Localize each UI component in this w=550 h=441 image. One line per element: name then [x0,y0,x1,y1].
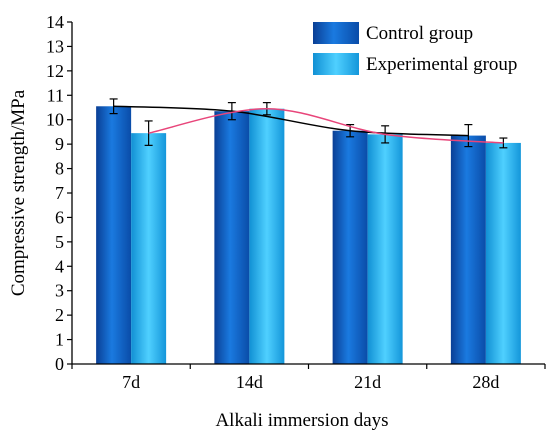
y-tick-label-4: 4 [55,256,64,276]
bar-control-14d [214,111,250,365]
bar-experimental-14d [249,108,285,364]
legend-label-experimental: Experimental group [366,54,517,75]
bar-control-7d [96,106,132,365]
y-tick-label-0: 0 [55,354,64,374]
bar-experimental-28d [485,142,521,364]
y-tick-label-13: 13 [46,36,64,56]
x-tick-label-14d: 14d [236,372,263,392]
y-tick-label-12: 12 [46,61,64,81]
x-tick-label-7d: 7d [122,372,140,392]
x-axis-title: Alkali immersion days [215,410,388,431]
trend-line-experimental [148,107,504,144]
y-tick-label-2: 2 [55,305,64,325]
y-tick-label-5: 5 [55,232,64,252]
y-tick-label-7: 7 [55,183,64,203]
bar-control-21d [332,130,368,364]
y-tick-label-1: 1 [55,330,64,350]
y-tick-label-6: 6 [55,207,64,227]
legend-label-control: Control group [366,23,473,44]
legend-swatch-control [313,22,359,44]
y-tick-label-11: 11 [47,85,64,105]
y-tick-label-10: 10 [46,110,64,130]
x-tick-label-28d: 28d [472,372,499,392]
legend-swatch-experimental [313,53,359,75]
trend-line-control [113,105,469,137]
y-axis-title: Compressive strength/MPa [8,89,29,296]
y-tick-label-9: 9 [55,134,64,154]
bar-experimental-21d [367,134,403,364]
y-tick-label-3: 3 [55,281,64,301]
y-tick-label-8: 8 [55,159,64,179]
y-tick-label-14: 14 [46,12,64,32]
bar-control-28d [450,135,486,364]
x-tick-label-21d: 21d [354,372,381,392]
bar-experimental-7d [131,133,167,364]
